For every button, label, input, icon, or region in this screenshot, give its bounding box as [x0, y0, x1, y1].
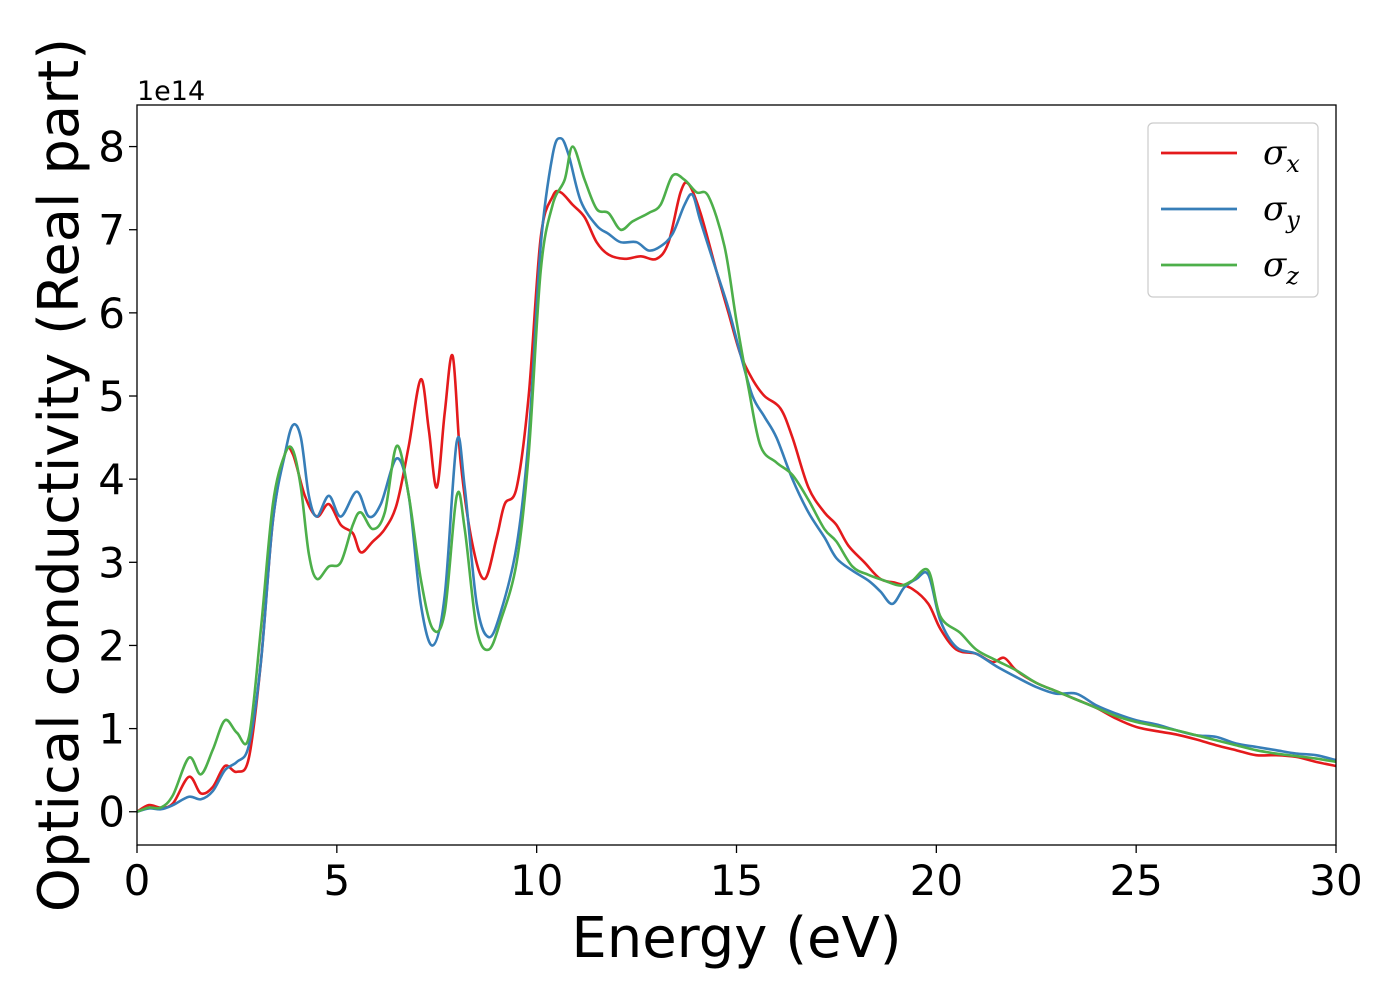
y-tick-label: 3 — [98, 538, 125, 587]
x-tick-label: 10 — [510, 856, 563, 905]
x-tick-label: 20 — [910, 856, 963, 905]
y-axis-title: Optical conductivity (Real part) — [27, 38, 92, 912]
legend-label-sigma-z: σz — [1263, 245, 1299, 290]
y-tick-label: 1 — [98, 705, 125, 754]
y-tick-label: 7 — [98, 206, 125, 255]
series-line-sigma-z — [136, 145, 1337, 813]
y-tick-label: 6 — [98, 289, 125, 338]
x-tick-label: 0 — [124, 856, 151, 905]
x-tick-label: 25 — [1109, 856, 1162, 905]
legend: σx σy σz — [1147, 122, 1319, 298]
x-tick-label: 30 — [1309, 856, 1362, 905]
y-tick-label: 5 — [98, 372, 125, 421]
legend-label-sigma-x: σx — [1263, 133, 1300, 178]
y-axis-offset-label: 1e14 — [137, 76, 205, 107]
y-tick-label: 2 — [98, 621, 125, 670]
y-tick-label: 8 — [98, 123, 125, 172]
x-axis-ticks: 0 5 10 15 20 25 30 — [124, 845, 1363, 905]
legend-label-sigma-y: σy — [1263, 189, 1300, 234]
series-layer — [136, 136, 1337, 813]
y-axis-ticks: 0 1 2 3 4 5 6 7 8 — [98, 123, 137, 837]
y-tick-label: 4 — [98, 455, 125, 504]
x-axis-title: Energy (eV) — [571, 906, 901, 971]
x-tick-label: 5 — [323, 856, 350, 905]
x-tick-label: 15 — [710, 856, 763, 905]
series-line-sigma-y — [136, 136, 1337, 813]
y-tick-label: 0 — [98, 788, 125, 837]
